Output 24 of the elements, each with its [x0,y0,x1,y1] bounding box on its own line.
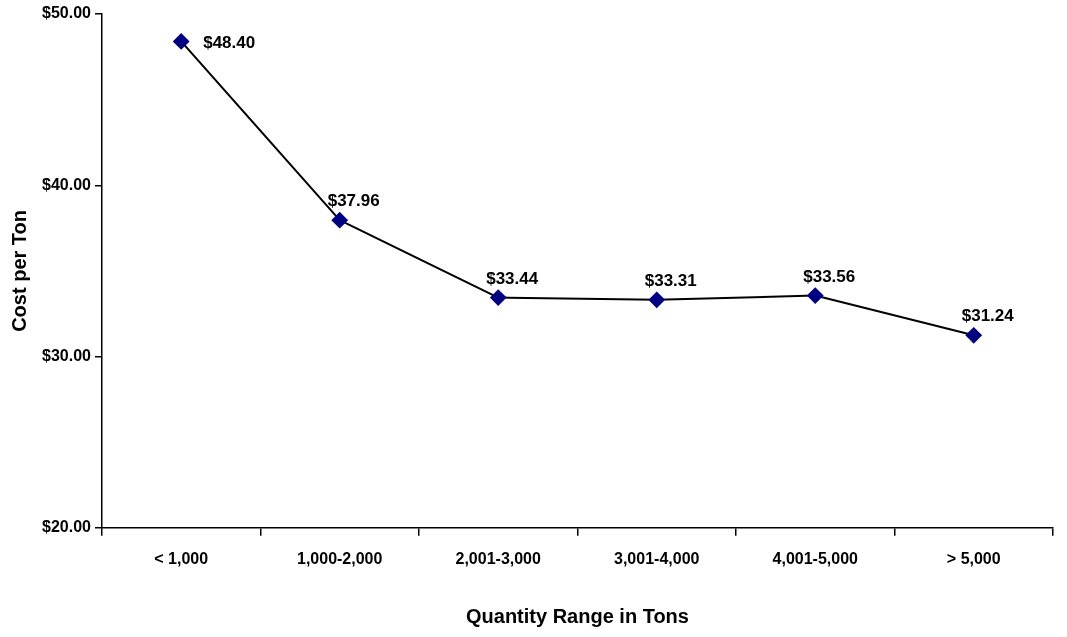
data-label: $37.96 [327,191,380,211]
y-tick-label: $20.00 [42,518,92,536]
data-label: $33.56 [803,266,856,286]
x-tick-label: 1,000-2,000 [297,549,383,567]
data-label: $31.24 [961,306,1015,326]
point [490,289,507,306]
data-label: $48.40 [203,33,256,53]
x-tick-label: 2,001-3,000 [455,549,542,567]
y-tick-label: $50.00 [42,4,92,22]
point [173,33,190,50]
x-axis-title: Quantity Range in Tons [465,604,689,627]
point [965,327,982,344]
point [807,287,824,304]
data-label: $33.31 [644,271,697,291]
x-tick-label: < 1,000 [154,549,209,567]
point [331,212,348,229]
x-tick-label: > 5,000 [946,549,1001,567]
point [648,291,665,308]
y-tick-label: $40.00 [42,175,92,193]
x-tick-label: 4,001-5,000 [772,549,859,567]
y-tick-label: $30.00 [42,346,92,364]
x-tick-label: 3,001-4,000 [614,549,700,567]
y-axis-title: Cost per Ton [7,209,30,332]
data-label: $33.44 [486,268,539,288]
